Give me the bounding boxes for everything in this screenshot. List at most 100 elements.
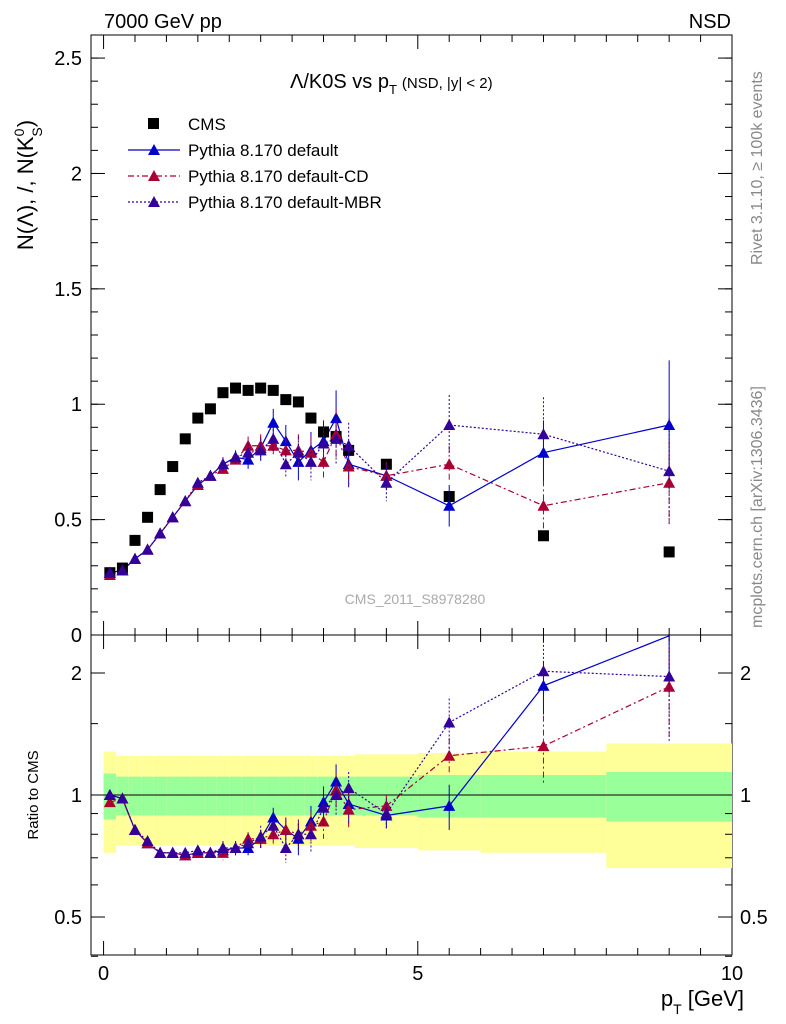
cms-data-point	[663, 546, 675, 558]
rivet-version-text: Rivet 3.1.10, ≥ 100k events	[749, 71, 766, 265]
ratio-data-point	[663, 680, 676, 692]
ratio-data-point	[443, 749, 456, 761]
ratio-data-point	[380, 807, 393, 819]
legend-marker-triangle	[148, 144, 160, 155]
ratio-data-point	[342, 782, 355, 794]
header-left: 7000 GeV pp	[104, 11, 222, 33]
mc-data-point	[443, 419, 456, 430]
mcplots-reference-text: mcplots.cern.ch [arXiv:1306.3436]	[749, 386, 766, 628]
ratio-data-point	[254, 830, 267, 842]
ratio-data-point	[154, 846, 167, 858]
mc-data-point	[537, 428, 550, 440]
ratio-data-point	[380, 799, 393, 811]
mc-data-point	[103, 566, 116, 578]
y-tick-label: 2	[71, 163, 82, 185]
legend-marker-triangle	[148, 170, 160, 181]
cms-data-point	[305, 412, 317, 424]
ratio-data-point	[537, 665, 550, 677]
x-axis-label: pT [GeV]	[661, 986, 744, 1017]
ratio-data-point	[279, 841, 292, 853]
cms-data-point	[154, 484, 166, 496]
cms-data-point	[204, 403, 216, 415]
cms-data-point	[280, 394, 292, 406]
stat-band-segment	[292, 776, 305, 816]
stat-band-segment	[304, 776, 318, 816]
mc-data-point	[254, 444, 267, 456]
cms-data-point	[179, 433, 191, 445]
mc-data-point	[317, 455, 330, 467]
mc-data-point	[154, 527, 167, 539]
stat-band-segment	[153, 776, 167, 816]
series-line	[109, 432, 670, 576]
ratio-data-point	[267, 811, 280, 823]
cms-data-point	[217, 387, 229, 399]
mc-data-point	[216, 458, 229, 470]
legend-label: CMS	[188, 115, 226, 134]
mc-data-point	[242, 446, 255, 458]
mc-data-point	[380, 476, 393, 488]
cms-data-point	[292, 396, 304, 408]
mc-data-point	[304, 455, 317, 467]
legend-label: Pythia 8.170 default-MBR	[188, 193, 382, 212]
ratio-data-point	[443, 799, 456, 811]
stat-band-segment	[204, 776, 217, 816]
stat-band-segment	[141, 776, 154, 816]
stat-band-segment	[166, 776, 179, 816]
ratio-tick-label-right: 0.5	[740, 907, 768, 929]
ratio-uncertainty-bands	[103, 743, 732, 869]
stat-band-segment	[229, 776, 242, 816]
ratio-data-point	[103, 796, 116, 808]
mc-data-point	[267, 416, 280, 428]
ratio-data-point	[179, 846, 192, 858]
mc-data-point	[330, 432, 343, 444]
y-tick-label: 0.5	[54, 510, 82, 532]
stat-band-segment	[178, 776, 192, 816]
ratio-data-point	[663, 670, 676, 682]
cms-data-point	[167, 461, 179, 473]
y-tick-label: 1.5	[54, 279, 82, 301]
ratio-data-point	[103, 789, 116, 800]
mc-data-point	[279, 444, 292, 456]
mc-data-point	[292, 446, 305, 458]
mc-data-point	[537, 499, 550, 511]
legend-marker-square	[148, 118, 159, 129]
mc-data-point	[663, 465, 676, 477]
ratio-tick-label-right: 2	[740, 663, 751, 685]
main-plot-marks	[103, 360, 676, 580]
mc-data-point	[128, 552, 141, 564]
ratio-data-point	[443, 716, 456, 728]
series-line	[109, 416, 670, 574]
ratio-tick-label-right: 1	[740, 785, 751, 807]
analysis-watermark: CMS_2011_S8978280	[345, 591, 486, 607]
legend-marker-triangle	[148, 196, 160, 207]
ratio-data-point	[292, 828, 305, 840]
cms-data-point	[255, 382, 267, 394]
x-tick-label: 5	[412, 963, 423, 985]
ratio-series-line	[109, 686, 670, 856]
y-tick-label: 2.5	[54, 48, 82, 70]
ratio-data-point	[216, 841, 229, 853]
stat-band-segment	[606, 771, 732, 822]
ratio-data-point	[128, 823, 141, 835]
cms-data-point	[230, 382, 242, 394]
mc-data-point	[663, 419, 676, 430]
ratio-data-point	[304, 828, 317, 840]
cms-data-point	[242, 384, 254, 396]
ratio-data-point	[191, 844, 204, 856]
mc-data-point	[116, 564, 129, 576]
ratio-data-point	[242, 837, 255, 849]
ratio-data-point	[116, 792, 129, 804]
ratio-data-point	[279, 823, 292, 835]
mc-data-point	[242, 453, 255, 465]
y-tick-label: 0	[71, 625, 82, 647]
ratio-data-point	[229, 841, 242, 853]
ratio-data-point	[317, 801, 330, 813]
ratio-tick-label-left: 0.5	[54, 907, 82, 929]
mc-data-point	[279, 458, 292, 470]
series-line	[109, 424, 670, 574]
ratio-data-point	[342, 803, 355, 815]
legend-label: Pythia 8.170 default-CD	[188, 167, 369, 186]
header-right: NSD	[689, 11, 731, 33]
plot-title: Λ/K0S vs pT (NSD, |y| < 2)	[290, 71, 493, 97]
